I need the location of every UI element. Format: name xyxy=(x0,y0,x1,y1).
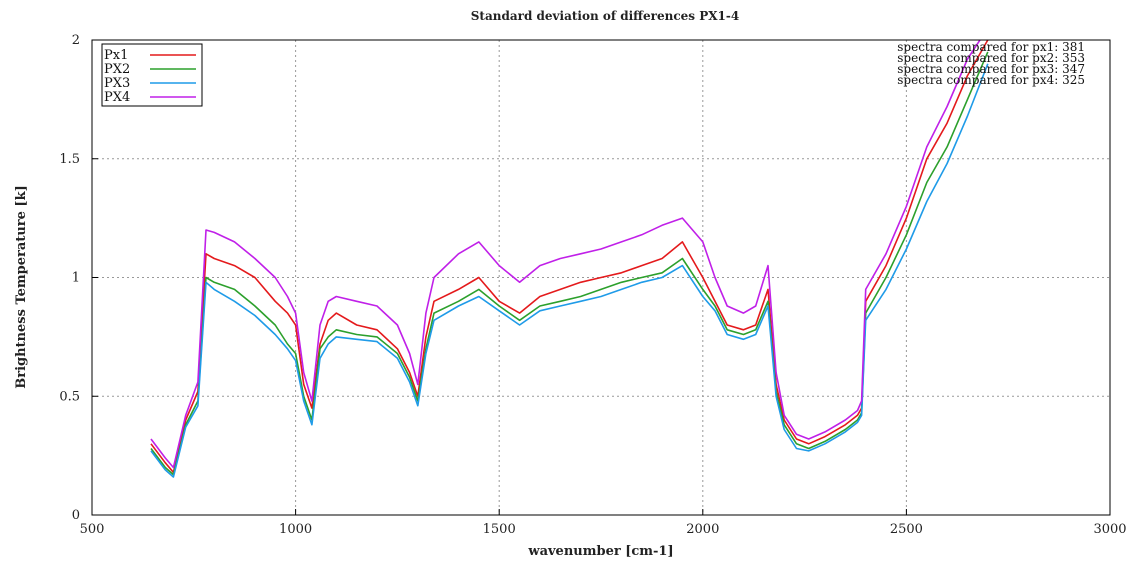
plot-area xyxy=(150,40,989,478)
series-line-px3 xyxy=(150,63,989,478)
x-tick-label: 1500 xyxy=(483,522,516,537)
x-tick-label: 1000 xyxy=(279,522,312,537)
annotation-text: spectra compared for px4: 325 xyxy=(897,73,1085,87)
plot-frame xyxy=(91,39,1111,516)
series-line-px4 xyxy=(150,40,981,469)
y-tick-label: 2 xyxy=(72,33,80,48)
chart-title: Standard deviation of differences PX1-4 xyxy=(471,9,739,23)
y-tick-label: 0 xyxy=(72,508,80,523)
grid xyxy=(92,40,1110,515)
y-tick-label: 1.5 xyxy=(59,152,80,167)
y-tick-label: 1 xyxy=(72,271,80,286)
x-tick-label: 2500 xyxy=(890,522,923,537)
legend-label: PX4 xyxy=(104,90,130,105)
x-tick-label: 500 xyxy=(80,522,105,537)
annotation-text: spectra compared for px2: 353 xyxy=(897,51,1085,65)
y-axis-label: Brightness Temperature [k] xyxy=(14,185,29,388)
series-line-px1 xyxy=(150,40,989,474)
x-tick-label: 2000 xyxy=(686,522,719,537)
legend-label: PX2 xyxy=(104,62,130,77)
annotation-text: spectra compared for px1: 381 xyxy=(897,40,1085,54)
y-tick-label: 0.5 xyxy=(59,389,80,404)
x-tick-label: 3000 xyxy=(1093,522,1126,537)
series-line-px2 xyxy=(150,51,989,476)
legend-label: PX3 xyxy=(104,76,130,91)
axis-ticks: 500 1000 1500 2000 2500 3000 0 0.5 1 1.5 2 xyxy=(59,33,1126,537)
legend-label: Px1 xyxy=(104,48,128,63)
x-axis-label: wavenumber [cm-1] xyxy=(527,544,673,559)
annotation-text: spectra compared for px3: 347 xyxy=(897,62,1085,76)
